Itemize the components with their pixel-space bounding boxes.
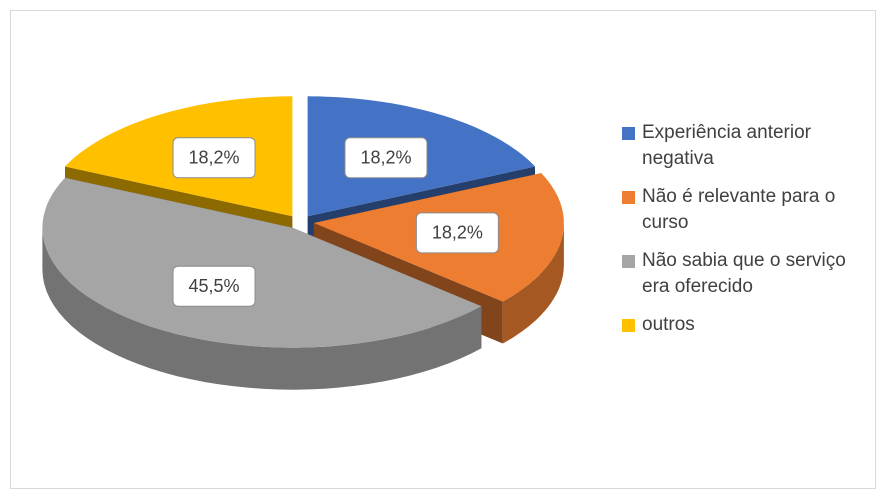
legend-swatch	[622, 191, 635, 204]
slice	[42, 177, 482, 348]
slice-side	[42, 227, 482, 390]
legend-swatch	[622, 127, 635, 140]
data-label-box	[415, 212, 499, 254]
data-label: 18,2%	[360, 148, 411, 168]
data-label-box	[172, 265, 256, 307]
data-label-box	[172, 137, 256, 179]
slice-side	[502, 223, 564, 344]
data-label: 45,5%	[189, 276, 240, 296]
legend-item: Não é relevante para o curso	[622, 184, 852, 236]
legend-label: outros	[642, 314, 695, 335]
legend: Experiência anterior negativa Não é relev…	[622, 120, 852, 350]
data-label-box	[344, 137, 428, 179]
legend-swatch	[622, 319, 635, 332]
legend-item: Não sabia que o serviço era oferecido	[622, 248, 852, 300]
legend-swatch	[622, 255, 635, 268]
data-label: 18,2%	[189, 148, 240, 168]
legend-label: Não é relevante para o curso	[642, 186, 836, 233]
legend-item: Experiência anterior negativa	[622, 120, 852, 172]
data-label: 18,2%	[432, 223, 483, 243]
legend-label: Não sabia que o serviço era oferecido	[642, 250, 846, 297]
legend-label: Experiência anterior negativa	[642, 122, 811, 169]
legend-item: outros	[622, 312, 852, 338]
